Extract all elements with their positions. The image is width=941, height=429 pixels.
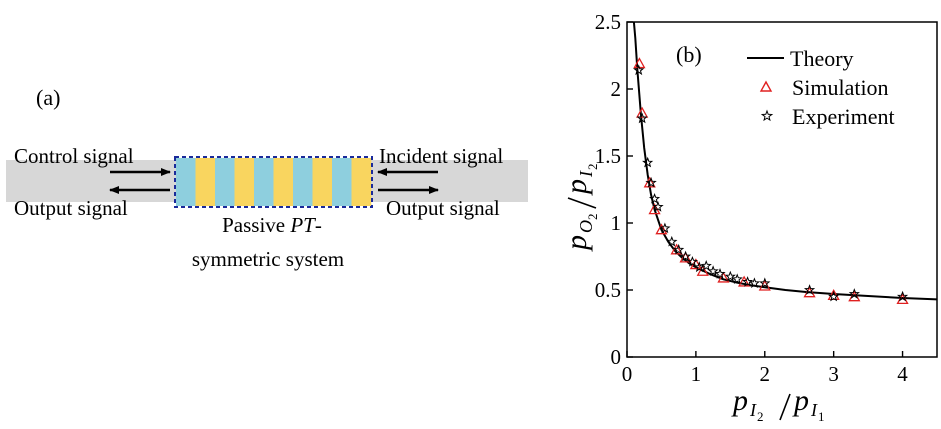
svg-text:I: I (576, 170, 596, 178)
svg-text:I: I (749, 400, 757, 420)
stripe (312, 158, 333, 206)
x-tick-label: 2 (760, 362, 771, 386)
experiment-point (645, 176, 657, 188)
simulation-point (655, 223, 668, 235)
simulation-point (717, 271, 730, 283)
y-tick-label: 0.5 (595, 278, 621, 302)
star-glyph (760, 109, 774, 122)
experiment-point (724, 270, 736, 282)
system-label-line2: symmetric system (192, 247, 344, 271)
system-dashed-box (174, 156, 373, 208)
output-signal-left-label: Output signal (14, 196, 128, 220)
stripe (195, 158, 216, 206)
simulation-point (696, 264, 709, 276)
y-tick-label: 1 (611, 211, 622, 235)
incident-signal-label: Incident signal (379, 144, 503, 168)
legend-experiment-marker (760, 109, 774, 122)
x-tick-label: 0 (622, 362, 633, 386)
experiment-point (642, 156, 654, 168)
x-tick-label: 4 (897, 362, 908, 386)
stripe (273, 158, 294, 206)
legend-theory-label: Theory (790, 46, 854, 71)
legend: Theory Simulation Experiment (747, 46, 895, 129)
experiment-point (741, 276, 754, 287)
legend-experiment-label: Experiment (792, 104, 895, 129)
y-tick-label: 2 (611, 77, 622, 101)
experiment-point (759, 277, 771, 289)
simulation-point (738, 275, 751, 287)
svg-text:I: I (810, 400, 818, 420)
theory-curve (632, 21, 938, 301)
stripe (254, 158, 274, 206)
svg-text:p: p (731, 384, 748, 417)
svg-text:2: 2 (757, 409, 764, 424)
panel-a-label: (a) (36, 85, 60, 110)
svg-text:1: 1 (818, 409, 825, 424)
experiment-point (828, 290, 840, 302)
output-signal-right-label: Output signal (386, 196, 500, 220)
y-tick-label: 2.5 (595, 10, 621, 34)
svg-text:p: p (560, 235, 593, 252)
svg-text:O: O (576, 220, 596, 233)
y-tick-label: 1.5 (595, 144, 621, 168)
experiment-point (707, 265, 719, 277)
experiment-point (896, 290, 909, 302)
svg-text:2: 2 (585, 164, 600, 171)
system-label-line1: Passive PT- (222, 213, 322, 237)
legend-simulation-marker (759, 80, 773, 92)
panel-b-label: (b) (676, 42, 702, 67)
panel-a: (a) Control signal Output signal Inciden… (6, 85, 528, 271)
simulation-point (679, 251, 692, 263)
svg-text:p: p (560, 179, 593, 196)
plot-frame (626, 21, 938, 358)
simulation-point (636, 106, 649, 118)
experiment-point (673, 243, 685, 255)
panel-b: 0 1 2 3 400.511.522.5 (b) Theory Simulation … (560, 10, 938, 424)
experiment-point (686, 256, 699, 267)
experiment-point (803, 284, 816, 295)
experiment-point (633, 64, 645, 76)
svg-text:p: p (792, 384, 809, 417)
y-axis-label: p O 2 p I 2 (560, 164, 600, 253)
stripe (176, 158, 196, 206)
experiment-point (731, 273, 743, 285)
experiment-point (693, 261, 705, 273)
experiment-point (679, 250, 692, 262)
x-axis-label: p I 2 p I 1 (731, 384, 825, 424)
experiment-point (636, 112, 648, 124)
control-signal-label: Control signal (14, 144, 134, 168)
experiment-point (714, 267, 726, 279)
experiment-point (700, 259, 712, 271)
svg-text:2: 2 (585, 214, 600, 221)
stripe (351, 158, 372, 206)
x-tick-label: 3 (828, 362, 839, 386)
simulation-point (670, 243, 683, 255)
experiment-point (659, 222, 671, 234)
stripe (215, 158, 235, 206)
experiment-point (666, 235, 678, 247)
experiment-point (848, 288, 860, 299)
experiment-point (652, 200, 664, 212)
experiment-points (633, 64, 909, 302)
experiment-point (649, 193, 661, 204)
stripe (293, 158, 313, 206)
legend-simulation-label: Simulation (792, 75, 889, 100)
stripe (332, 158, 352, 206)
axis-tick-labels: 0 1 2 3 4 0 0.5 1 1.5 2 2.5 (595, 10, 909, 386)
y-tick-label: 0 (611, 345, 622, 369)
axis-ticks (626, 21, 904, 358)
x-tick-label: 1 (691, 362, 702, 386)
pt-stripes (176, 158, 372, 206)
experiment-point (748, 277, 761, 289)
stripe (234, 158, 255, 206)
